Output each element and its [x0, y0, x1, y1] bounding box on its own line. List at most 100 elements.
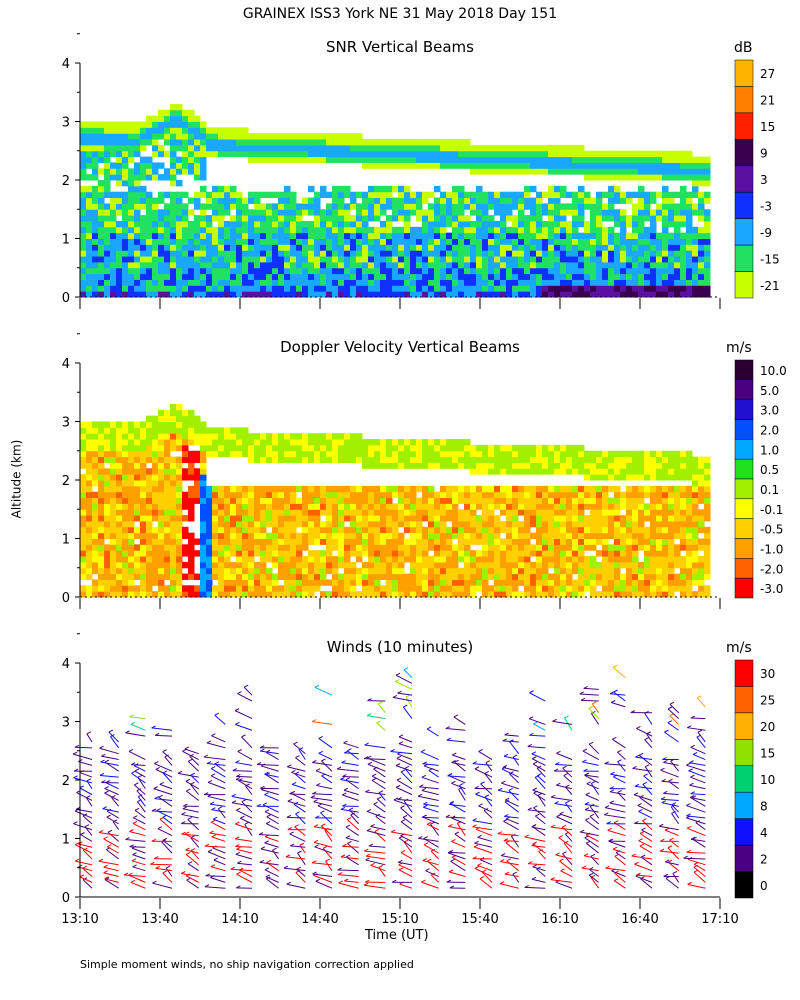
- snr-cell: [356, 261, 363, 269]
- velocity-cell: [170, 427, 177, 434]
- velocity-cell: [302, 450, 309, 458]
- snr-cell: [236, 273, 243, 280]
- snr-cell: [338, 285, 345, 292]
- snr-cell: [242, 220, 249, 228]
- snr-cell: [410, 232, 417, 239]
- velocity-cell: [698, 561, 705, 569]
- snr-cell: [530, 244, 537, 251]
- velocity-cell: [92, 515, 99, 522]
- snr-cell: [566, 291, 573, 298]
- snr-cell: [98, 203, 105, 210]
- snr-cell: [368, 144, 375, 152]
- velocity-cell: [392, 515, 399, 522]
- snr-cell: [626, 285, 633, 292]
- velocity-cell: [626, 585, 633, 592]
- snr-cell: [326, 256, 333, 263]
- velocity-cell: [164, 462, 171, 469]
- snr-cell: [194, 115, 201, 122]
- velocity-cell: [170, 403, 177, 411]
- snr-cell: [590, 168, 597, 175]
- velocity-cell: [404, 579, 411, 586]
- velocity-cell: [92, 474, 99, 481]
- snr-cell: [176, 103, 183, 111]
- velocity-cell: [302, 456, 309, 463]
- snr-cell: [206, 273, 213, 280]
- velocity-cell: [572, 485, 579, 493]
- snr-cell: [674, 273, 681, 280]
- velocity-cell: [248, 503, 255, 510]
- velocity-cell: [242, 450, 249, 458]
- velocity-cell: [308, 579, 315, 586]
- velocity-cell: [542, 485, 549, 493]
- velocity-cell: [434, 526, 441, 534]
- velocity-cell: [608, 497, 615, 504]
- velocity-cell: [392, 450, 399, 458]
- snr-cell: [338, 139, 345, 146]
- velocity-cell: [446, 450, 453, 458]
- velocity-cell: [614, 573, 621, 580]
- snr-cell: [380, 279, 387, 286]
- snr-cell: [266, 238, 273, 245]
- velocity-cell: [80, 450, 87, 458]
- snr-cell: [680, 185, 687, 193]
- snr-cell: [80, 203, 87, 210]
- snr-cell: [344, 220, 351, 228]
- snr-cell: [398, 215, 405, 222]
- snr-cell: [566, 226, 573, 234]
- velocity-cell: [98, 556, 105, 563]
- velocity-cell: [194, 497, 201, 504]
- velocity-cell: [356, 538, 363, 545]
- velocity-cell: [140, 538, 147, 545]
- snr-cell: [644, 150, 651, 158]
- snr-cell: [566, 256, 573, 263]
- velocity-cell: [620, 585, 627, 592]
- snr-cell: [434, 267, 441, 275]
- snr-cell: [248, 209, 255, 216]
- velocity-cell: [380, 561, 387, 569]
- velocity-cell: [428, 503, 435, 510]
- velocity-cell: [440, 585, 447, 592]
- velocity-cell: [650, 556, 657, 563]
- snr-cell: [356, 150, 363, 158]
- snr-cell: [464, 139, 471, 146]
- snr-cell: [212, 244, 219, 251]
- velocity-cell: [110, 515, 117, 522]
- velocity-cell: [500, 520, 507, 528]
- snr-cell: [638, 203, 645, 210]
- snr-cell: [128, 150, 135, 158]
- snr-cell: [182, 156, 189, 163]
- velocity-cell: [254, 579, 261, 586]
- velocity-cell: [482, 485, 489, 493]
- velocity-cell: [548, 462, 555, 469]
- snr-cell: [506, 232, 513, 239]
- snr-cell: [416, 215, 423, 222]
- snr-cell: [626, 238, 633, 245]
- velocity-cell: [230, 433, 237, 440]
- snr-cell: [458, 144, 465, 152]
- snr-cell: [248, 144, 255, 152]
- snr-cell: [344, 261, 351, 269]
- velocity-cell: [272, 538, 279, 545]
- velocity-cell: [104, 585, 111, 592]
- velocity-cell: [308, 497, 315, 504]
- snr-cell: [362, 197, 369, 204]
- snr-cell: [488, 238, 495, 245]
- snr-cell: [698, 238, 705, 245]
- velocity-cell: [164, 544, 171, 551]
- snr-cell: [182, 144, 189, 152]
- snr-cell: [110, 139, 117, 146]
- snr-cell: [380, 273, 387, 280]
- snr-cell: [206, 226, 213, 234]
- velocity-cell: [104, 485, 111, 493]
- velocity-cell: [632, 450, 639, 458]
- snr-cell: [638, 162, 645, 169]
- snr-cell: [452, 191, 459, 199]
- snr-cell: [518, 162, 525, 169]
- snr-cell: [440, 144, 447, 152]
- velocity-cell: [122, 526, 129, 534]
- snr-cell: [584, 156, 591, 163]
- velocity-cell: [656, 532, 663, 539]
- snr-cell: [128, 232, 135, 239]
- velocity-cell: [260, 439, 267, 446]
- snr-cell: [440, 267, 447, 275]
